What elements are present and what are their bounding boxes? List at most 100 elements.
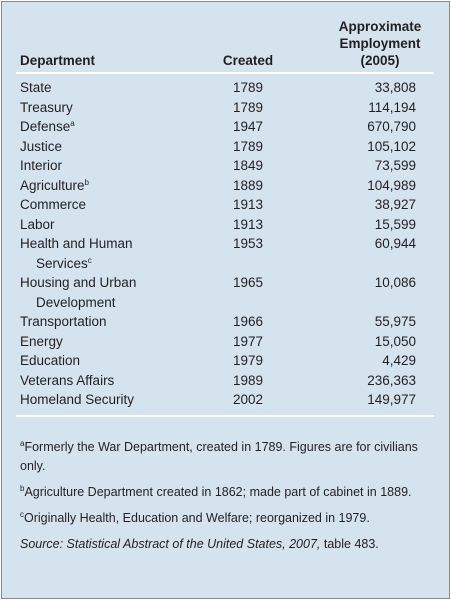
created-cell: 1979	[232, 353, 264, 368]
footnote-marker: a	[70, 119, 75, 128]
department-cell: Homeland Security	[16, 390, 199, 417]
table-row: Health and Human Servicesc 1953 60,944	[16, 234, 434, 273]
department-name: Veterans Affairs	[20, 372, 115, 388]
footnote-marker: b	[84, 177, 89, 187]
department-cell: Education	[16, 351, 199, 371]
table-row: Education 1979 4,429	[16, 351, 434, 371]
employment-cell: 4,429	[382, 353, 416, 368]
department-name: Transportation	[20, 314, 107, 329]
employment-cell: 670,790	[367, 119, 416, 134]
employment-cell: 60,944	[374, 236, 416, 251]
employment-cell: 73,599	[374, 158, 416, 173]
department-cell: Health and Human Servicesc	[16, 234, 199, 273]
employment-cell: 10,086	[374, 275, 416, 290]
department-cell: Interior	[16, 156, 199, 176]
table-row: Veterans Affairs 1989 236,363	[16, 371, 434, 391]
table-body: State 1789 33,808 Treasury 1789 114,194 Defens…	[16, 73, 434, 417]
department-wrap: Justice	[20, 137, 176, 157]
footnote-text: Agriculture Department created in 1862; …	[24, 485, 412, 499]
department-wrap: Treasury	[20, 98, 176, 118]
table-row: State 1789 33,808	[16, 73, 434, 98]
department-wrap: Labor	[20, 215, 176, 235]
footnotes: aFormerly the War Department, created in…	[20, 438, 432, 561]
created-cell: 1953	[232, 236, 264, 251]
department-wrap: Defensea	[20, 117, 176, 137]
footnote-marker: c	[20, 510, 24, 519]
footnote-marker: b	[20, 484, 25, 493]
department-wrap: Health and Human Servicesc	[20, 234, 176, 273]
department-cell: Defensea	[16, 117, 199, 137]
footnote-text: Formerly the War Department, created in …	[20, 440, 418, 473]
department-name: Commerce	[20, 197, 87, 212]
source-rest: table 483.	[320, 537, 379, 551]
table-row: Agricultureb 1889 104,989	[16, 176, 434, 196]
created-cell: 1966	[232, 314, 264, 329]
employment-cell: 236,363	[367, 372, 416, 388]
table-row: Justice 1789 105,102	[16, 137, 434, 157]
table-row: Labor 1913 15,599	[16, 215, 434, 235]
created-cell: 1913	[232, 216, 264, 232]
department-name: Interior	[20, 158, 63, 173]
table-row: Interior 1849 73,599	[16, 156, 434, 176]
created-cell: 1849	[232, 158, 264, 173]
department-name: Homeland Security	[20, 392, 135, 407]
department-wrap: Homeland Security	[20, 390, 176, 410]
employment-cell: 55,975	[374, 314, 416, 329]
employment-cell: 114,194	[368, 99, 416, 115]
created-cell: 1789	[232, 99, 264, 115]
created-cell: 2002	[199, 390, 297, 417]
created-cell: 1977	[232, 333, 264, 349]
department-wrap: Veterans Affairs	[20, 371, 176, 391]
department-name: Energy	[20, 333, 63, 349]
department-name: Housing and Urban Development	[20, 275, 137, 310]
department-wrap: Agricultureb	[20, 176, 176, 196]
created-cell: 1947	[232, 119, 264, 134]
department-cell: Treasury	[16, 98, 199, 118]
source-title: Source: Statistical Abstract of the Unit…	[20, 537, 321, 551]
header-row: Department Created Approximate Employmen…	[16, 18, 434, 74]
table-row: Energy 1977 15,050	[16, 332, 434, 352]
footnote-marker: a	[20, 439, 25, 448]
created-cell: 1789	[232, 80, 264, 95]
employment-cell: 149,977	[297, 390, 434, 417]
department-name: State	[20, 80, 52, 95]
department-name: Defense	[20, 119, 71, 134]
department-cell: Justice	[16, 137, 199, 157]
created-cell: 1789	[232, 138, 264, 154]
employment-cell: 15,050	[374, 333, 416, 349]
department-name: Agriculture	[20, 177, 85, 193]
department-wrap: State	[20, 78, 176, 98]
department-wrap: Energy	[20, 332, 176, 352]
footnote: cOriginally Health, Education and Welfar…	[20, 509, 432, 528]
header-cell: Department	[16, 18, 199, 74]
department-name: Health and Human Services	[20, 236, 133, 271]
department-cell: Housing and Urban Development	[16, 273, 199, 312]
department-name: Education	[20, 353, 81, 368]
department-cell: Veterans Affairs	[16, 371, 199, 391]
footnote: bAgriculture Department created in 1862;…	[20, 483, 432, 502]
table-row: Treasury 1789 114,194	[16, 98, 434, 118]
employment-cell: 15,599	[374, 216, 416, 232]
department-wrap: Education	[20, 351, 176, 371]
footnote-marker: c	[87, 255, 92, 265]
created-cell: 1889	[232, 177, 264, 193]
footnote-text: Originally Health, Education and Welfare…	[24, 511, 370, 525]
created-cell: 1989	[232, 372, 264, 388]
table-row: Transportation 1966 55,975	[16, 312, 434, 332]
employment-cell: 38,927	[374, 197, 416, 212]
department-cell: Commerce	[16, 195, 199, 215]
header-text: Approximate Employment (2005)	[338, 19, 422, 68]
table-row: Defensea 1947 670,790	[16, 117, 434, 137]
department-table: Department Created Approximate Employmen…	[16, 18, 434, 417]
employment-cell: 104,989	[367, 177, 416, 193]
table-row: Homeland Security 2002 149,977	[16, 390, 434, 417]
table-head: Department Created Approximate Employmen…	[16, 18, 434, 74]
header-cell: Approximate Employment (2005)	[297, 18, 434, 74]
table-row: Commerce 1913 38,927	[16, 195, 434, 215]
created-cell: 1913	[232, 197, 264, 212]
employment-cell: 33,808	[374, 80, 416, 95]
department-wrap: Interior	[20, 156, 176, 176]
department-cell: State	[16, 73, 199, 98]
